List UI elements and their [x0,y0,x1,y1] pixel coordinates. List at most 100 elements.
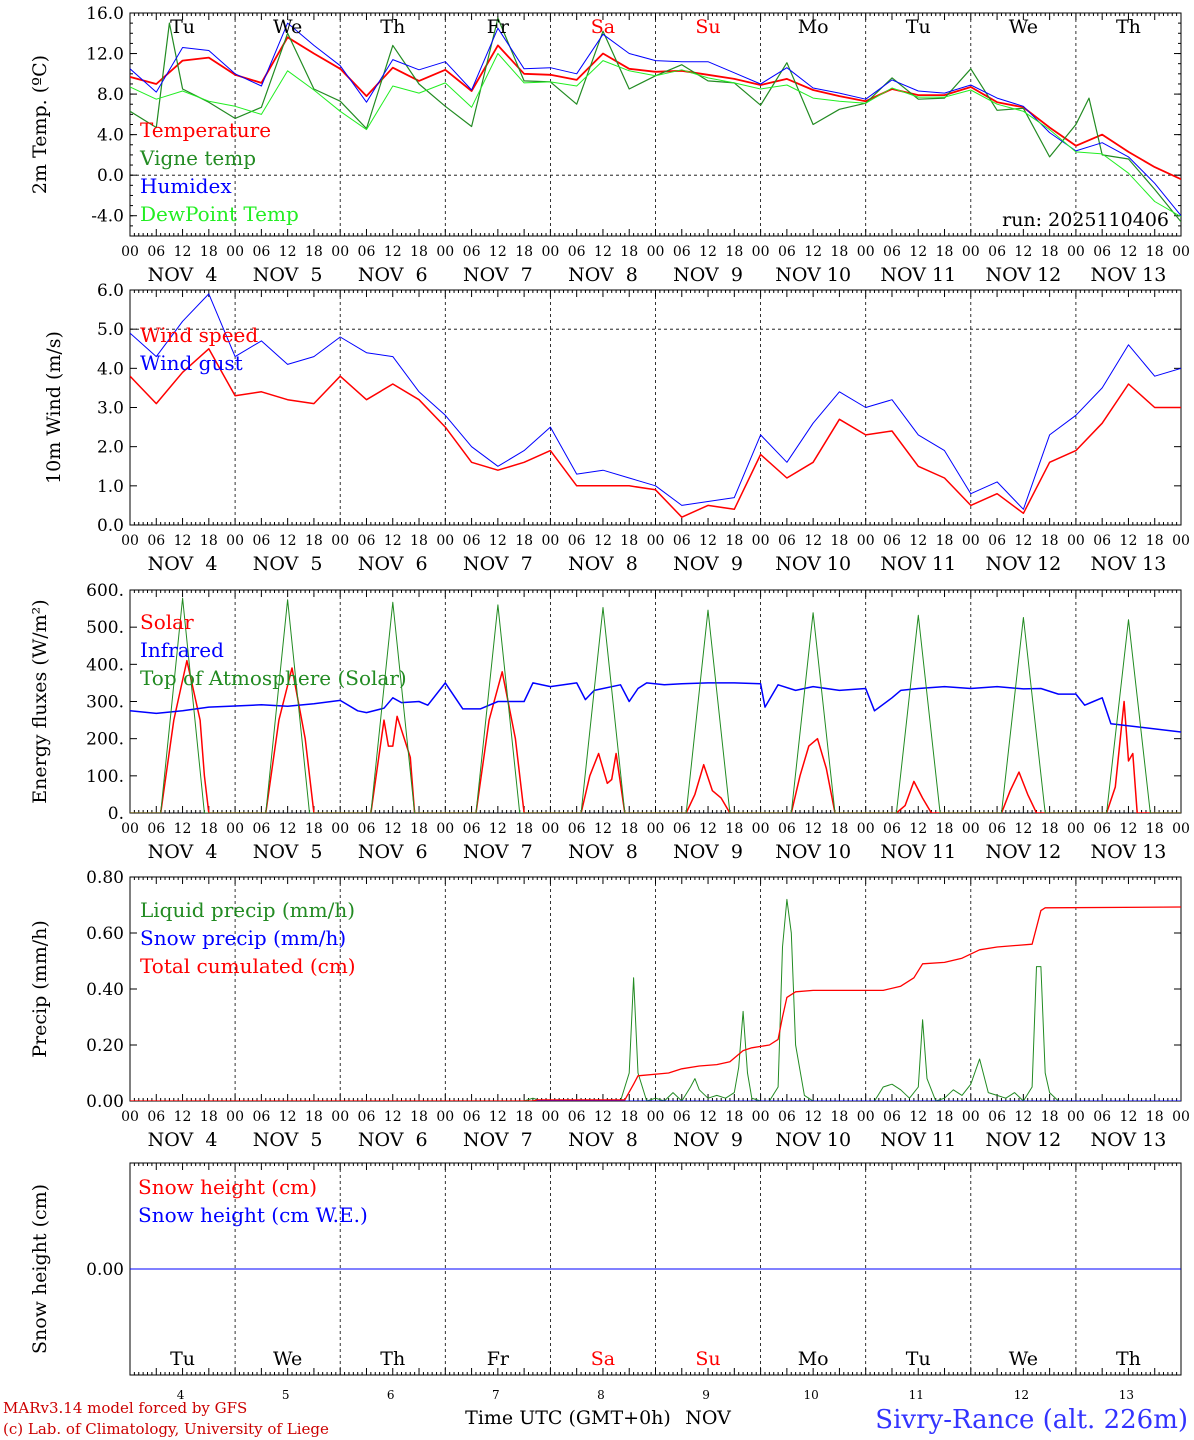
weekday-label: Th [1116,16,1141,38]
weekday-label: Th [380,1348,405,1370]
hour-tick-label: 18 [1146,821,1164,837]
hour-tick-label: 00 [857,244,875,260]
hour-tick-label: 12 [174,821,192,837]
hour-tick-label: 06 [252,533,270,549]
legend-entry: Infrared [140,638,224,662]
hour-tick-label: 18 [725,244,743,260]
weekday-label: Th [1116,1348,1141,1370]
hour-tick-label: 00 [436,244,454,260]
y-tick-label: 0.60 [86,924,124,944]
legend-entry: Humidex [140,174,232,198]
hour-tick-label: 06 [778,821,796,837]
date-label: NOV 12 [985,553,1061,575]
hour-tick-label: 12 [174,1109,192,1125]
date-label: NOV 12 [985,264,1061,286]
hour-tick-label: 00 [857,821,875,837]
hour-tick-label: 06 [568,533,586,549]
y-tick-label: 0.0 [97,166,124,186]
date-label: NOV 10 [775,553,851,575]
date-label: NOV 6 [358,841,428,863]
day-number-label: 7 [492,1388,500,1402]
legend-entry: Solar [140,610,194,634]
y-tick-label: 500. [86,618,124,638]
hour-tick-label: 00 [1172,244,1190,260]
hour-tick-label: 12 [594,244,612,260]
hour-tick-label: 06 [358,821,376,837]
hour-tick-label: 12 [804,533,822,549]
y-tick-label: 400. [86,655,124,675]
day-number-label: 8 [597,1388,605,1402]
legend-entry: Total cumulated (cm) [140,954,356,978]
hour-tick-label: 06 [673,533,691,549]
hour-tick-label: 12 [909,244,927,260]
hour-tick-label: 18 [515,821,533,837]
y-tick-label: 16.0 [86,4,124,24]
y-tick-label: 600. [86,581,124,601]
hour-tick-label: 00 [647,821,665,837]
weekday-label: Tu [906,1348,931,1370]
hour-tick-label: 06 [358,533,376,549]
hour-tick-label: 00 [121,1109,139,1125]
hour-tick-label: 06 [568,821,586,837]
hour-tick-label: 18 [410,821,428,837]
hour-tick-label: 12 [699,821,717,837]
hour-tick-label: 00 [541,1109,559,1125]
weekday-label: Fr [487,16,510,38]
y-tick-label: 12.0 [86,45,124,65]
weekday-label: Su [695,16,720,38]
date-label: NOV 5 [253,264,323,286]
hour-tick-label: 12 [699,533,717,549]
date-label: NOV 13 [1091,264,1167,286]
month-label: NOV [685,1407,731,1429]
hour-tick-label: 00 [436,821,454,837]
hour-tick-label: 06 [1093,533,1111,549]
hour-tick-label: 12 [279,533,297,549]
hour-tick-label: 18 [620,1109,638,1125]
hour-tick-label: 06 [988,533,1006,549]
hour-tick-label: 18 [200,1109,218,1125]
series-total-cumulated-cm [130,906,1181,1101]
hour-tick-label: 18 [936,821,954,837]
y-tick-label: 0.40 [86,980,124,1000]
legend-entry: Vigne temp [139,146,256,170]
hour-tick-label: 18 [410,244,428,260]
series-infrared [130,682,1181,733]
hour-tick-label: 00 [1172,533,1190,549]
date-label: NOV 12 [985,1129,1061,1151]
hour-tick-label: 00 [962,1109,980,1125]
date-label: NOV 11 [880,553,956,575]
hour-tick-label: 06 [568,1109,586,1125]
date-label: NOV 8 [568,264,638,286]
weekday-label: Tu [170,1348,195,1370]
date-label: NOV 4 [148,553,218,575]
hour-tick-label: 06 [252,821,270,837]
plot-frame [129,589,1182,814]
panel-2: 0.0 1.0 2.0 3.0 4.0 5.0 6.0 10m Wind (m/s) Wind … [43,281,1190,575]
date-label: NOV 9 [673,553,743,575]
date-label: NOV 7 [463,841,533,863]
hour-tick-label: 00 [331,821,349,837]
hour-tick-label: 18 [1146,244,1164,260]
hour-tick-label: 06 [463,244,481,260]
hour-tick-label: 06 [358,244,376,260]
hour-tick-label: 12 [489,533,507,549]
date-label: NOV 10 [775,264,851,286]
hour-tick-label: 12 [279,821,297,837]
weekday-label: Mo [798,1348,829,1370]
hour-tick-label: 00 [226,821,244,837]
weekday-label: Tu [906,16,931,38]
run-label: run: 2025110406 [1002,209,1169,231]
hour-tick-label: 06 [147,1109,165,1125]
y-axis-label: 10m Wind (m/s) [43,331,65,484]
hour-tick-label: 18 [200,821,218,837]
hour-tick-label: 12 [174,244,192,260]
hour-tick-label: 00 [752,821,770,837]
date-label: NOV 13 [1091,841,1167,863]
date-label: NOV 9 [673,264,743,286]
y-axis-label: Precip (mm/h) [29,920,51,1058]
hour-tick-label: 00 [541,533,559,549]
weekday-label: Fr [487,1348,510,1370]
hour-tick-label: 12 [594,1109,612,1125]
hour-tick-label: 06 [252,1109,270,1125]
hour-tick-label: 00 [436,533,454,549]
